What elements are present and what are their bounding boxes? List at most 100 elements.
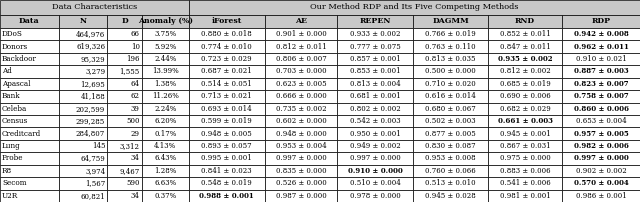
Text: 1.38%: 1.38% — [154, 80, 176, 88]
Bar — [265, 165, 337, 177]
Text: 0.774 ± 0.010: 0.774 ± 0.010 — [201, 43, 252, 51]
Bar — [337, 115, 413, 127]
Bar — [0, 78, 59, 90]
Text: 1,555: 1,555 — [120, 67, 140, 76]
Bar — [265, 115, 337, 127]
Text: 4.13%: 4.13% — [154, 142, 176, 150]
Bar — [189, 0, 640, 15]
Bar — [0, 15, 59, 28]
Text: Lung: Lung — [2, 142, 20, 150]
Bar — [59, 103, 108, 115]
Bar — [108, 152, 142, 165]
Bar — [488, 53, 562, 65]
Text: 0.997 ± 0.000: 0.997 ± 0.000 — [350, 155, 401, 162]
Bar — [0, 53, 59, 65]
Bar — [488, 140, 562, 152]
Text: 0.987 ± 0.000: 0.987 ± 0.000 — [276, 192, 326, 200]
Text: 0.910 ± 0.021: 0.910 ± 0.021 — [576, 55, 627, 63]
Bar — [488, 90, 562, 103]
Text: 0.510 ± 0.004: 0.510 ± 0.004 — [350, 179, 401, 187]
Text: Backdoor: Backdoor — [2, 55, 37, 63]
Text: 0.513 ± 0.010: 0.513 ± 0.010 — [426, 179, 476, 187]
Bar — [142, 40, 189, 53]
Bar — [562, 127, 640, 140]
Text: 0.616 ± 0.014: 0.616 ± 0.014 — [425, 92, 476, 100]
Bar — [189, 177, 265, 189]
Text: 0.548 ± 0.019: 0.548 ± 0.019 — [201, 179, 252, 187]
Text: 64,759: 64,759 — [81, 155, 105, 162]
Text: 0.883 ± 0.006: 0.883 ± 0.006 — [500, 167, 550, 175]
Bar — [265, 103, 337, 115]
Bar — [0, 40, 59, 53]
Bar — [337, 189, 413, 202]
Bar — [337, 152, 413, 165]
Bar — [265, 15, 337, 28]
Text: 64: 64 — [131, 80, 140, 88]
Bar — [0, 165, 59, 177]
Bar — [142, 15, 189, 28]
Bar — [142, 189, 189, 202]
Bar — [108, 78, 142, 90]
Bar — [265, 140, 337, 152]
Bar — [0, 177, 59, 189]
Text: 0.949 ± 0.002: 0.949 ± 0.002 — [350, 142, 401, 150]
Bar — [0, 28, 59, 40]
Bar — [142, 53, 189, 65]
Text: 39: 39 — [131, 105, 140, 113]
Text: REPEN: REPEN — [360, 17, 391, 25]
Bar — [562, 40, 640, 53]
Text: 0.953 ± 0.004: 0.953 ± 0.004 — [276, 142, 326, 150]
Bar — [488, 40, 562, 53]
Bar — [265, 40, 337, 53]
Text: 0.933 ± 0.002: 0.933 ± 0.002 — [350, 30, 401, 38]
Text: 0.975 ± 0.000: 0.975 ± 0.000 — [500, 155, 550, 162]
Bar — [413, 189, 488, 202]
Bar — [413, 65, 488, 78]
Bar — [108, 103, 142, 115]
Text: 0.877 ± 0.005: 0.877 ± 0.005 — [425, 130, 476, 138]
Text: 202,599: 202,599 — [76, 105, 105, 113]
Bar — [413, 28, 488, 40]
Bar — [59, 78, 108, 90]
Text: 0.997 ± 0.000: 0.997 ± 0.000 — [573, 155, 628, 162]
Text: 0.948 ± 0.005: 0.948 ± 0.005 — [201, 130, 252, 138]
Text: 34: 34 — [131, 192, 140, 200]
Bar — [0, 65, 59, 78]
Text: 0.982 ± 0.006: 0.982 ± 0.006 — [573, 142, 628, 150]
Text: U2R: U2R — [2, 192, 19, 200]
Bar — [337, 78, 413, 90]
Bar — [189, 103, 265, 115]
Text: 0.602 ± 0.000: 0.602 ± 0.000 — [276, 117, 326, 125]
Bar — [59, 127, 108, 140]
Bar — [142, 103, 189, 115]
Text: 0.841 ± 0.023: 0.841 ± 0.023 — [202, 167, 252, 175]
Bar — [108, 177, 142, 189]
Bar — [488, 28, 562, 40]
Text: 500: 500 — [126, 117, 140, 125]
Text: D: D — [121, 17, 128, 25]
Bar — [59, 53, 108, 65]
Bar — [59, 165, 108, 177]
Text: 0.852 ± 0.011: 0.852 ± 0.011 — [500, 30, 550, 38]
Text: 0.777 ± 0.075: 0.777 ± 0.075 — [350, 43, 401, 51]
Text: Ad: Ad — [2, 67, 12, 76]
Bar — [413, 115, 488, 127]
Text: 0.541 ± 0.006: 0.541 ± 0.006 — [500, 179, 550, 187]
Text: 590: 590 — [126, 179, 140, 187]
Text: 10: 10 — [131, 43, 140, 51]
Text: 0.893 ± 0.057: 0.893 ± 0.057 — [202, 142, 252, 150]
Bar — [59, 177, 108, 189]
Bar — [488, 165, 562, 177]
Text: 12,695: 12,695 — [81, 80, 105, 88]
Text: 9,467: 9,467 — [120, 167, 140, 175]
Bar — [189, 127, 265, 140]
Text: Celeba: Celeba — [2, 105, 28, 113]
Bar — [189, 140, 265, 152]
Bar — [488, 65, 562, 78]
Text: Secom: Secom — [2, 179, 26, 187]
Text: 5.92%: 5.92% — [154, 43, 177, 51]
Text: 0.812 ± 0.011: 0.812 ± 0.011 — [276, 43, 326, 51]
Text: 3,312: 3,312 — [120, 142, 140, 150]
Bar — [265, 53, 337, 65]
Text: 0.599 ± 0.019: 0.599 ± 0.019 — [201, 117, 252, 125]
